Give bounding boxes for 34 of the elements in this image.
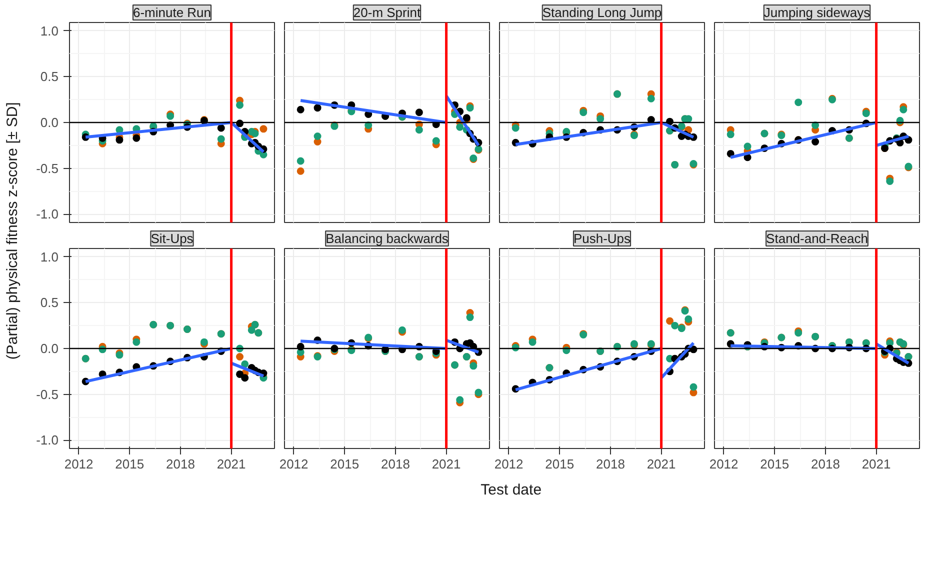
x-tick-label: 2021: [432, 456, 461, 472]
x-tick-label: 2015: [760, 456, 790, 472]
y-tick-label: 0.5: [40, 69, 59, 84]
y-tick-label: 0.0: [40, 341, 59, 356]
x-tick-label: 2021: [646, 456, 676, 472]
y-tick-label: 0.5: [40, 295, 59, 310]
y-tick-label: 1.0: [40, 23, 59, 38]
x-tick-label: 2021: [216, 456, 246, 472]
x-tick-label: 2015: [330, 456, 360, 472]
y-axis-title: (Partial) physical fitness z-score [± SD]: [4, 102, 21, 360]
x-axis-title: Test date: [480, 482, 542, 499]
y-tick-label: -0.5: [36, 160, 59, 176]
x-tick-label: 2015: [115, 456, 144, 472]
y-tick-label: 0.0: [40, 115, 59, 130]
x-tick-label: 2015: [545, 456, 574, 472]
x-tick-label: 2021: [862, 456, 891, 472]
chart-title: Push-Ups: [573, 231, 632, 246]
y-tick-label: 1.0: [40, 249, 59, 264]
x-tick-label: 2012: [709, 456, 738, 472]
x-tick-label: 2018: [381, 456, 410, 472]
x-tick-label: 2018: [596, 456, 625, 472]
chart-title: Stand-and-Reach: [766, 231, 868, 246]
x-tick-label: 2012: [494, 456, 524, 472]
chart-title: Standing Long Jump: [542, 5, 662, 20]
chart-title: Balancing backwards: [326, 231, 449, 246]
y-tick-label: -0.5: [36, 386, 59, 402]
y-tick-label: -1.0: [36, 206, 59, 222]
x-tick-label: 2012: [279, 456, 308, 472]
x-tick-label: 2018: [166, 456, 195, 472]
chart-title: Sit-Ups: [150, 231, 194, 246]
x-tick-label: 2018: [811, 456, 840, 472]
chart-title: 6-minute Run: [132, 5, 212, 20]
y-tick-label: -1.0: [36, 432, 59, 448]
x-tick-label: 2012: [64, 456, 94, 472]
